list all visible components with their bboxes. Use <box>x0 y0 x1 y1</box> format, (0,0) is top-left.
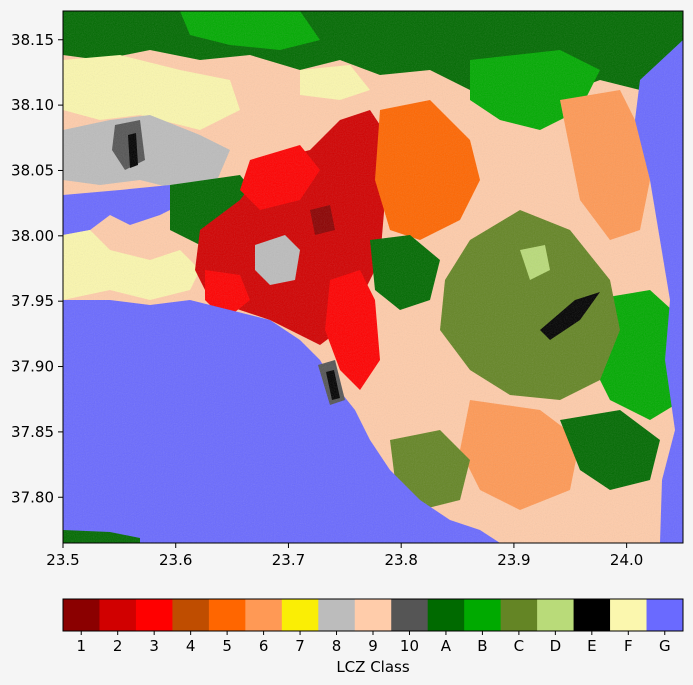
y-tick-label: 37.80 <box>11 488 54 506</box>
x-tick-label: 23.9 <box>497 551 530 569</box>
map-texture <box>63 11 683 543</box>
colorbar-swatch-1 <box>63 599 100 631</box>
x-tick-label: 23.5 <box>46 551 79 569</box>
y-tick-label: 38.15 <box>11 31 54 49</box>
colorbar-label-D: D <box>550 637 562 655</box>
colorbar-swatch-8 <box>318 599 356 631</box>
colorbar-swatch-D <box>537 599 575 631</box>
colorbar-label-B: B <box>477 637 487 655</box>
colorbar-swatch-E <box>573 599 611 631</box>
y-tick-label: 38.05 <box>11 161 54 179</box>
colorbar-label-6: 6 <box>259 637 269 655</box>
colorbar-swatch-6 <box>245 599 283 631</box>
lcz-map <box>63 11 683 543</box>
colorbar-swatch-4 <box>172 599 210 631</box>
y-tick-label: 37.95 <box>11 292 54 310</box>
map-frame <box>62 10 684 544</box>
colorbar-swatch-7 <box>281 599 319 631</box>
y-tick-label: 38.00 <box>11 227 54 245</box>
colorbar-title: LCZ Class <box>336 658 410 676</box>
colorbar-swatch-9 <box>354 599 392 631</box>
x-tick-label: 23.8 <box>384 551 417 569</box>
colorbar-label-F: F <box>624 637 633 655</box>
colorbar-label-G: G <box>659 637 671 655</box>
colorbar-label-3: 3 <box>149 637 159 655</box>
colorbar-frame <box>62 598 684 632</box>
colorbar-swatch-2 <box>99 599 137 631</box>
colorbar-swatch-A <box>427 599 465 631</box>
colorbar-swatch-F <box>610 599 648 631</box>
colorbar: 1 2 3 4 5 6 7 8 9 10 A B C D E F G <box>62 598 684 655</box>
colorbar-label-5: 5 <box>222 637 232 655</box>
colorbar-label-7: 7 <box>295 637 305 655</box>
colorbar-label-4: 4 <box>186 637 196 655</box>
x-axis: 23.5 23.6 23.7 23.8 23.9 24.0 <box>46 543 643 569</box>
colorbar-swatch-10 <box>391 599 429 631</box>
x-tick-label: 24.0 <box>610 551 643 569</box>
y-axis: 38.15 38.10 38.05 38.00 37.95 37.90 37.85 37.80 <box>11 31 63 506</box>
colorbar-label-10: 10 <box>400 637 419 655</box>
colorbar-label-E: E <box>587 637 596 655</box>
colorbar-label-2: 2 <box>113 637 123 655</box>
colorbar-label-1: 1 <box>76 637 86 655</box>
x-tick-label: 23.7 <box>272 551 305 569</box>
colorbar-swatch-B <box>464 599 502 631</box>
colorbar-swatch-3 <box>135 599 173 631</box>
colorbar-label-9: 9 <box>368 637 378 655</box>
colorbar-label-A: A <box>441 637 452 655</box>
colorbar-swatch-5 <box>208 599 246 631</box>
colorbar-label-8: 8 <box>332 637 342 655</box>
y-tick-label: 38.10 <box>11 96 54 114</box>
y-tick-label: 37.90 <box>11 358 54 376</box>
colorbar-swatch-C <box>500 599 538 631</box>
colorbar-swatch-G <box>646 599 684 631</box>
x-tick-label: 23.6 <box>159 551 192 569</box>
y-tick-label: 37.85 <box>11 423 54 441</box>
colorbar-label-C: C <box>514 637 524 655</box>
